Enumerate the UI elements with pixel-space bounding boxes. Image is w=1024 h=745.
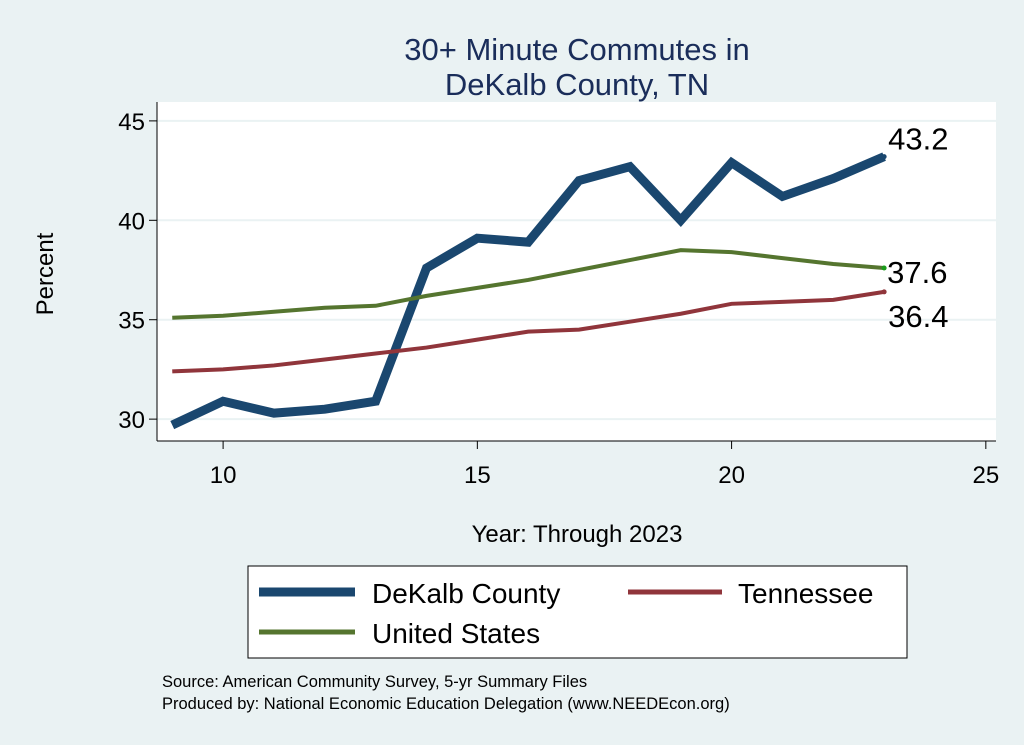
y-tick-label-35: 35: [118, 308, 145, 335]
end-marker-united-states: [881, 265, 887, 271]
producer-note: Produced by: National Economic Education…: [162, 695, 730, 713]
chart-title-line-2: DeKalb County, TN: [445, 67, 709, 102]
axes: [149, 102, 996, 449]
end-marker-dekalb-county: [881, 154, 887, 160]
y-axis-title: Percent: [32, 232, 59, 315]
grid-lines: [157, 119, 996, 421]
end-label-dekalb-county: 43.2: [888, 122, 948, 157]
legend-box: [247, 565, 908, 659]
series-line-united-states: [172, 248, 885, 320]
x-tick-label-10: 10: [210, 462, 237, 489]
source-note: Source: American Community Survey, 5-yr …: [162, 673, 587, 691]
legend-label-united-states: United States: [372, 618, 540, 649]
y-tick-labels: 30 35 40 45: [118, 109, 145, 434]
end-label-tennessee: 36.4: [888, 299, 948, 334]
series-line-tennessee: [172, 289, 885, 374]
x-tick-labels: 10 15 20 25: [210, 462, 999, 489]
legend: DeKalb County Tennessee United States: [247, 565, 908, 659]
series-lines: [170, 152, 886, 430]
series-line-dekalb-county: [170, 152, 886, 430]
end-marker-tennessee: [881, 289, 887, 295]
chart-title-line-1: 30+ Minute Commutes in: [404, 32, 749, 67]
end-labels: 43.2 36.4 37.6: [881, 122, 948, 334]
legend-label-tennessee: Tennessee: [738, 578, 873, 609]
legend-label-dekalb-county: DeKalb County: [372, 578, 560, 609]
end-label-united-states: 37.6: [887, 255, 947, 290]
x-tick-label-20: 20: [718, 462, 745, 489]
y-tick-label-40: 40: [118, 208, 145, 235]
x-tick-label-15: 15: [464, 462, 491, 489]
y-tick-label-45: 45: [118, 109, 145, 136]
y-tick-label-30: 30: [118, 407, 145, 434]
x-axis-title: Year: Through 2023: [472, 521, 683, 548]
x-tick-label-25: 25: [972, 462, 999, 489]
